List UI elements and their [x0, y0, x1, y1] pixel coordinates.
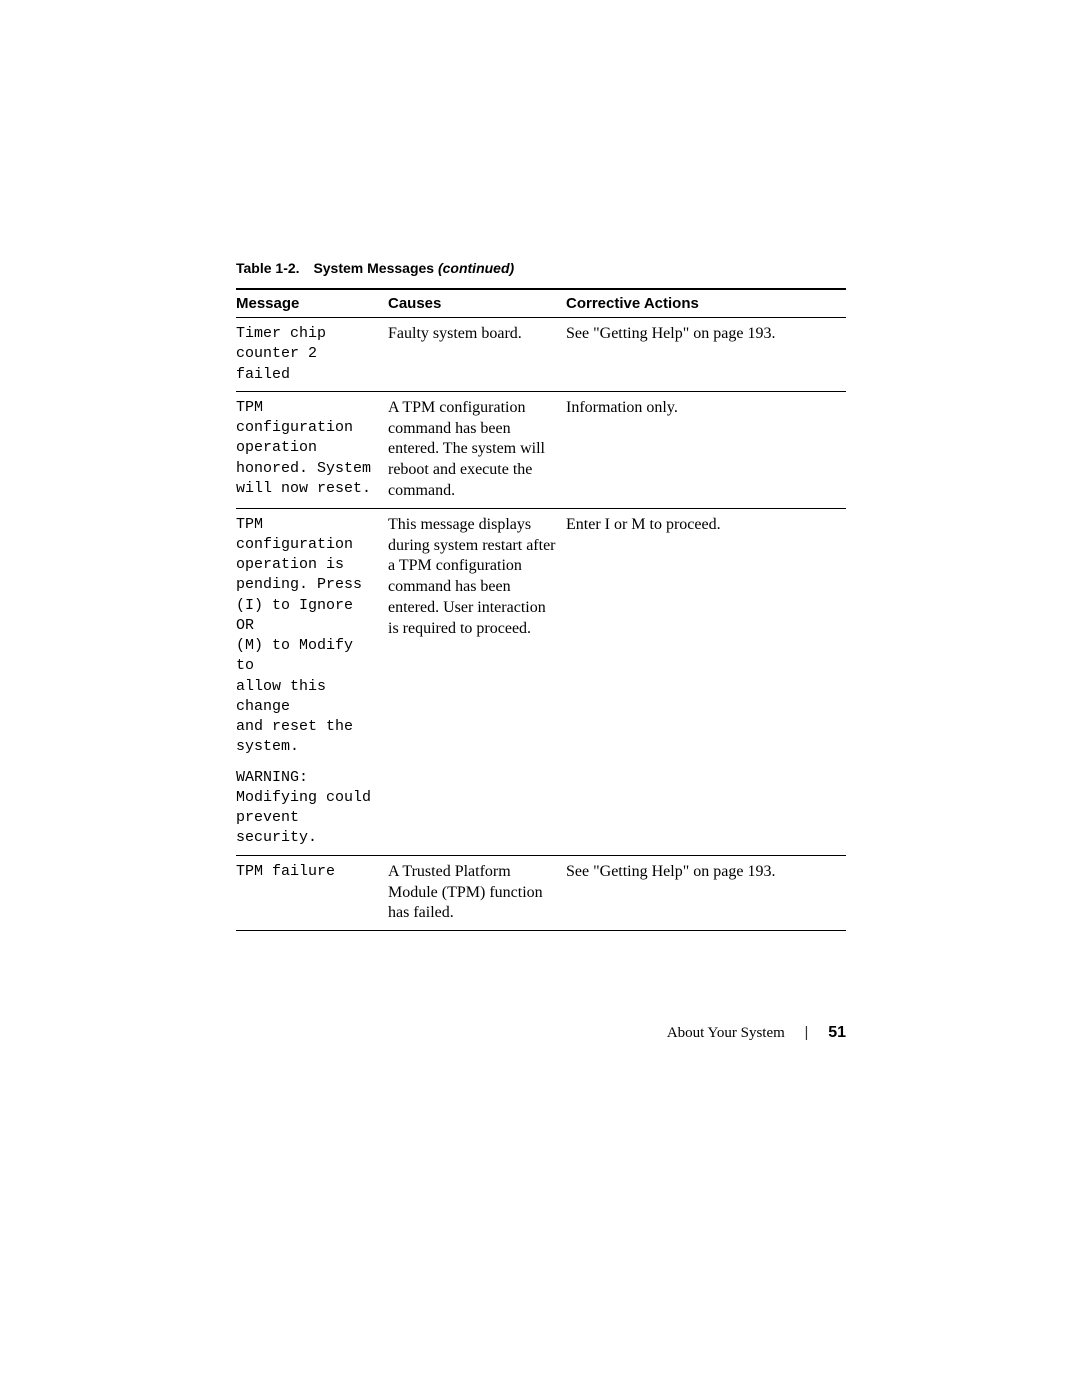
page-footer: About Your System | 51: [236, 1024, 846, 1042]
message-text: TPM configuration operation is pending. …: [236, 515, 380, 758]
cell-message: TPM failure: [236, 855, 388, 930]
cell-message: TPM configuration operation is pending. …: [236, 508, 388, 855]
table-caption: Table 1-2. System Messages (continued): [236, 260, 846, 276]
message-text: TPM configuration operation honored. Sys…: [236, 398, 380, 499]
cell-message: Timer chip counter 2 failed: [236, 318, 388, 392]
cell-actions: Information only.: [566, 391, 846, 508]
cell-actions: See "Getting Help" on page 193.: [566, 855, 846, 930]
table-row: TPM failure A Trusted Platform Module (T…: [236, 855, 846, 930]
cell-actions: Enter I or M to proceed.: [566, 508, 846, 855]
page-content: Table 1-2. System Messages (continued) M…: [236, 260, 846, 931]
table-row: TPM configuration operation honored. Sys…: [236, 391, 846, 508]
footer-separator: |: [805, 1024, 809, 1041]
system-messages-table: Message Causes Corrective Actions Timer …: [236, 288, 846, 931]
message-text-warning: WARNING: Modifying could prevent securit…: [236, 768, 380, 849]
cell-causes: A Trusted Platform Module (TPM) function…: [388, 855, 566, 930]
table-row: TPM configuration operation is pending. …: [236, 508, 846, 855]
header-causes: Causes: [388, 289, 566, 318]
caption-prefix: Table 1-2.: [236, 260, 300, 276]
table-header-row: Message Causes Corrective Actions: [236, 289, 846, 318]
cell-causes: A TPM configuration command has been ent…: [388, 391, 566, 508]
cell-actions: See "Getting Help" on page 193.: [566, 318, 846, 392]
table-row: Timer chip counter 2 failed Faulty syste…: [236, 318, 846, 392]
caption-title: System Messages: [313, 260, 438, 276]
footer-page-number: 51: [828, 1024, 846, 1041]
cell-message: TPM configuration operation honored. Sys…: [236, 391, 388, 508]
footer-section-title: About Your System: [667, 1025, 785, 1041]
caption-continued: (continued): [438, 260, 514, 276]
message-text: TPM failure: [236, 862, 380, 882]
header-actions: Corrective Actions: [566, 289, 846, 318]
header-message: Message: [236, 289, 388, 318]
cell-causes: This message displays during system rest…: [388, 508, 566, 855]
cell-causes: Faulty system board.: [388, 318, 566, 392]
message-text: Timer chip counter 2 failed: [236, 324, 380, 385]
